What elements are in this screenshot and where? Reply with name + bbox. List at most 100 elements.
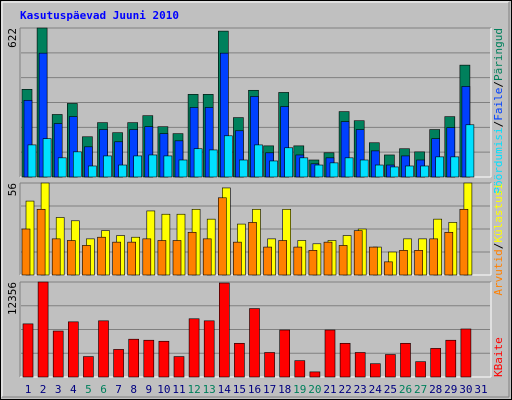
bar [83,356,94,378]
bar [88,165,97,178]
bar [163,155,173,178]
bar [158,340,170,378]
legend-entry: Arvutid [492,249,505,295]
bar [173,356,185,378]
bar [218,197,227,276]
bar [324,329,336,378]
x-tick-label: 11 [172,383,185,396]
x-tick-label: 28 [429,383,442,396]
bar [202,238,212,276]
bar [127,241,136,276]
x-tick-label: 26 [399,383,412,396]
x-tick-label: 16 [248,383,261,396]
x-tick-label: 18 [278,383,291,396]
bar [118,164,127,178]
bar [420,165,429,178]
bar [264,352,275,378]
x-tick-label: 27 [414,383,427,396]
legend: Pöördumisi/Faile/Päringud [492,28,505,194]
bar [294,360,306,378]
bar [308,250,318,276]
legend: KBaite [492,337,505,377]
x-tick-label: 29 [444,383,457,396]
x-tick-label: 21 [323,383,336,396]
bar [339,342,351,378]
bar [430,348,442,378]
bar [405,165,414,178]
bar [369,363,381,378]
x-tick-label: 9 [145,383,152,396]
x-tick-label: 5 [85,383,92,396]
x-tick-label: 1 [25,383,32,396]
bar [172,240,182,276]
bar [323,241,333,276]
bar [239,159,248,178]
bar [435,156,445,178]
bar [284,147,294,178]
bar [344,157,354,178]
bar [157,240,167,276]
x-tick-label: 8 [130,383,137,396]
bar [22,323,34,378]
bar [293,246,303,276]
x-tick-label: 10 [157,383,170,396]
bar [103,155,112,178]
legend-entry: KBaite [492,337,505,377]
bar [224,135,233,178]
bar [37,281,49,378]
x-tick-label: 2 [40,383,47,396]
bar [263,246,272,276]
bar [187,231,197,276]
bar [459,208,469,276]
bar [36,208,46,276]
bar [112,241,121,276]
legend-entry: Faile [492,88,505,121]
bar [21,228,31,276]
bar [219,282,230,378]
bar [148,154,158,178]
bar [460,328,472,378]
bar [359,159,369,178]
bar [128,338,139,378]
bar [143,339,155,378]
x-tick-label: 15 [233,383,246,396]
bar [314,164,324,178]
y-tick-label: 622 [6,28,19,48]
bar [203,320,215,378]
x-tick-label: 7 [115,383,122,396]
legend: Arvutid/Külastusi [492,183,505,296]
x-tick-label: 17 [263,383,276,396]
y-tick-label: 12356 [6,282,19,315]
x-tick-label: 6 [100,383,107,396]
bar [353,230,363,276]
bar [27,144,37,178]
bar [248,222,257,276]
bar [390,166,399,178]
x-tick-label: 30 [459,383,472,396]
bar [415,361,426,378]
bar [97,236,106,276]
bar [399,250,408,276]
x-tick-label: 19 [293,383,306,396]
legend-separator: / [492,121,505,128]
x-tick-label: 31 [474,383,487,396]
bar [374,164,384,178]
bar [133,155,142,178]
x-tick-label: 12 [187,383,200,396]
bar [445,339,457,378]
legend-entry: Päringud [492,28,505,81]
x-tick-label: 25 [384,383,397,396]
legend-separator: / [492,243,505,250]
bar [193,148,203,178]
bar [51,238,61,276]
x-tick-label: 4 [70,383,77,396]
x-tick-label: 3 [55,383,62,396]
bar [82,245,91,276]
chart-title: Kasutuspäevad Juuni 2010 [20,9,179,22]
bar [354,352,366,378]
bar [234,342,245,378]
bar [368,246,378,276]
bar [338,245,348,276]
bar [57,157,67,178]
